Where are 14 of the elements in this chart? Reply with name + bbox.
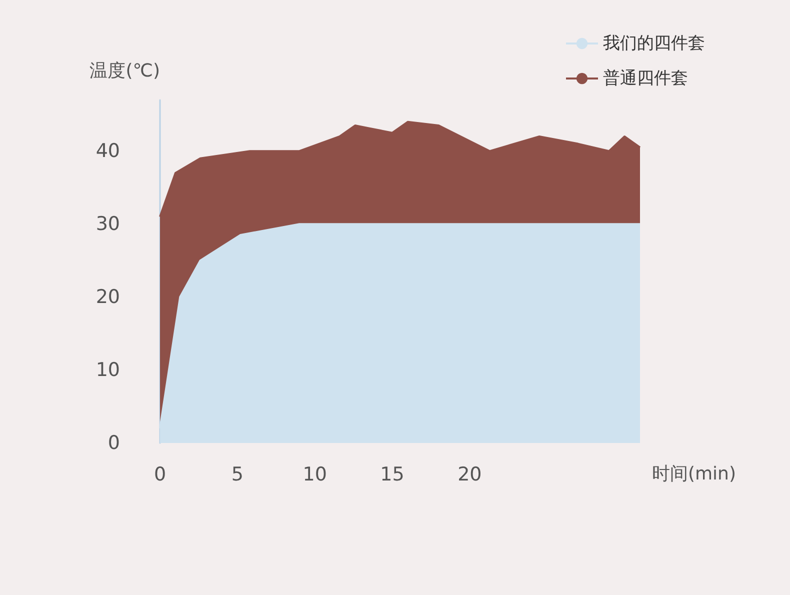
legend-label: 我们的四件套: [603, 34, 705, 54]
y-axis-title: 温度(℃): [90, 60, 160, 82]
x-axis-title: 时间(min): [652, 464, 736, 484]
y-tick-label: 20: [96, 286, 120, 308]
x-tick-label: 15: [380, 464, 404, 486]
x-tick-label: 0: [154, 464, 166, 486]
y-tick-label: 30: [96, 213, 120, 236]
y-tick-label: 10: [96, 359, 120, 382]
legend-label: 普通四件套: [603, 68, 688, 88]
y-tick-label: 40: [96, 140, 120, 162]
x-tick-label: 5: [231, 464, 244, 486]
x-tick-label: 10: [302, 464, 327, 486]
y-tick-label: 0: [108, 432, 120, 454]
x-tick-label: 20: [458, 464, 482, 486]
